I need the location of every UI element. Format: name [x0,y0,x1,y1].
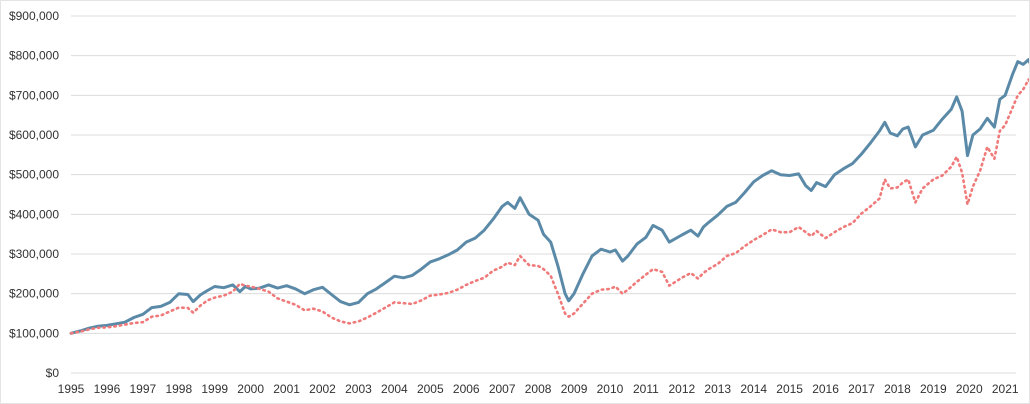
x-tick-label: 1996 [94,382,121,396]
x-tick-label: 2020 [956,382,983,396]
grid-lines [71,15,1016,374]
x-tick-label: 2014 [740,382,767,396]
series-lines [69,58,1029,335]
y-tick-label: $900,000 [9,9,59,23]
x-tick-label: 1995 [58,382,85,396]
y-tick-label: $800,000 [9,49,59,63]
x-tick-label: 2007 [489,382,516,396]
y-tick-label: $400,000 [9,207,59,221]
x-tick-label: 2002 [309,382,336,396]
x-tick-label: 2015 [776,382,803,396]
x-tick-label: 2009 [561,382,588,396]
x-tick-label: 2006 [453,382,480,396]
x-tick-label: 2001 [273,382,300,396]
x-tick-label: 2019 [920,382,947,396]
y-tick-label: $200,000 [9,287,59,301]
x-axis-tick-labels: 1995 1996 1997 1998 1999 2000 2001 2002 2003 2004… [58,382,1019,396]
y-tick-label: $0 [46,366,60,380]
x-tick-label: 2008 [525,382,552,396]
x-tick-label: 2017 [848,382,875,396]
y-tick-label: $300,000 [9,247,59,261]
x-tick-label: 2016 [812,382,839,396]
series-line-solid [69,58,1029,335]
x-tick-label: 2018 [884,382,911,396]
y-tick-label: $600,000 [9,128,59,142]
x-tick-label: 2013 [704,382,731,396]
x-tick-label: 2000 [237,382,264,396]
x-tick-label: 2012 [668,382,695,396]
x-tick-label: 2005 [417,382,444,396]
y-axis-tick-labels: $0 $100,000 $200,000 $300,000 $400,000 $500,0… [9,9,59,380]
x-tick-label: 2004 [381,382,408,396]
x-tick-label: 1998 [165,382,192,396]
x-tick-label: 2011 [633,382,659,396]
x-tick-label: 2021 [992,382,1019,396]
x-tick-label: 2003 [345,382,372,396]
x-tick-label: 1999 [201,382,228,396]
x-tick-label: 2010 [597,382,624,396]
series-line-dotted [69,78,1029,335]
y-tick-label: $100,000 [9,326,59,340]
y-tick-label: $700,000 [9,88,59,102]
x-tick-label: 1997 [130,382,157,396]
y-tick-label: $500,000 [9,168,59,182]
